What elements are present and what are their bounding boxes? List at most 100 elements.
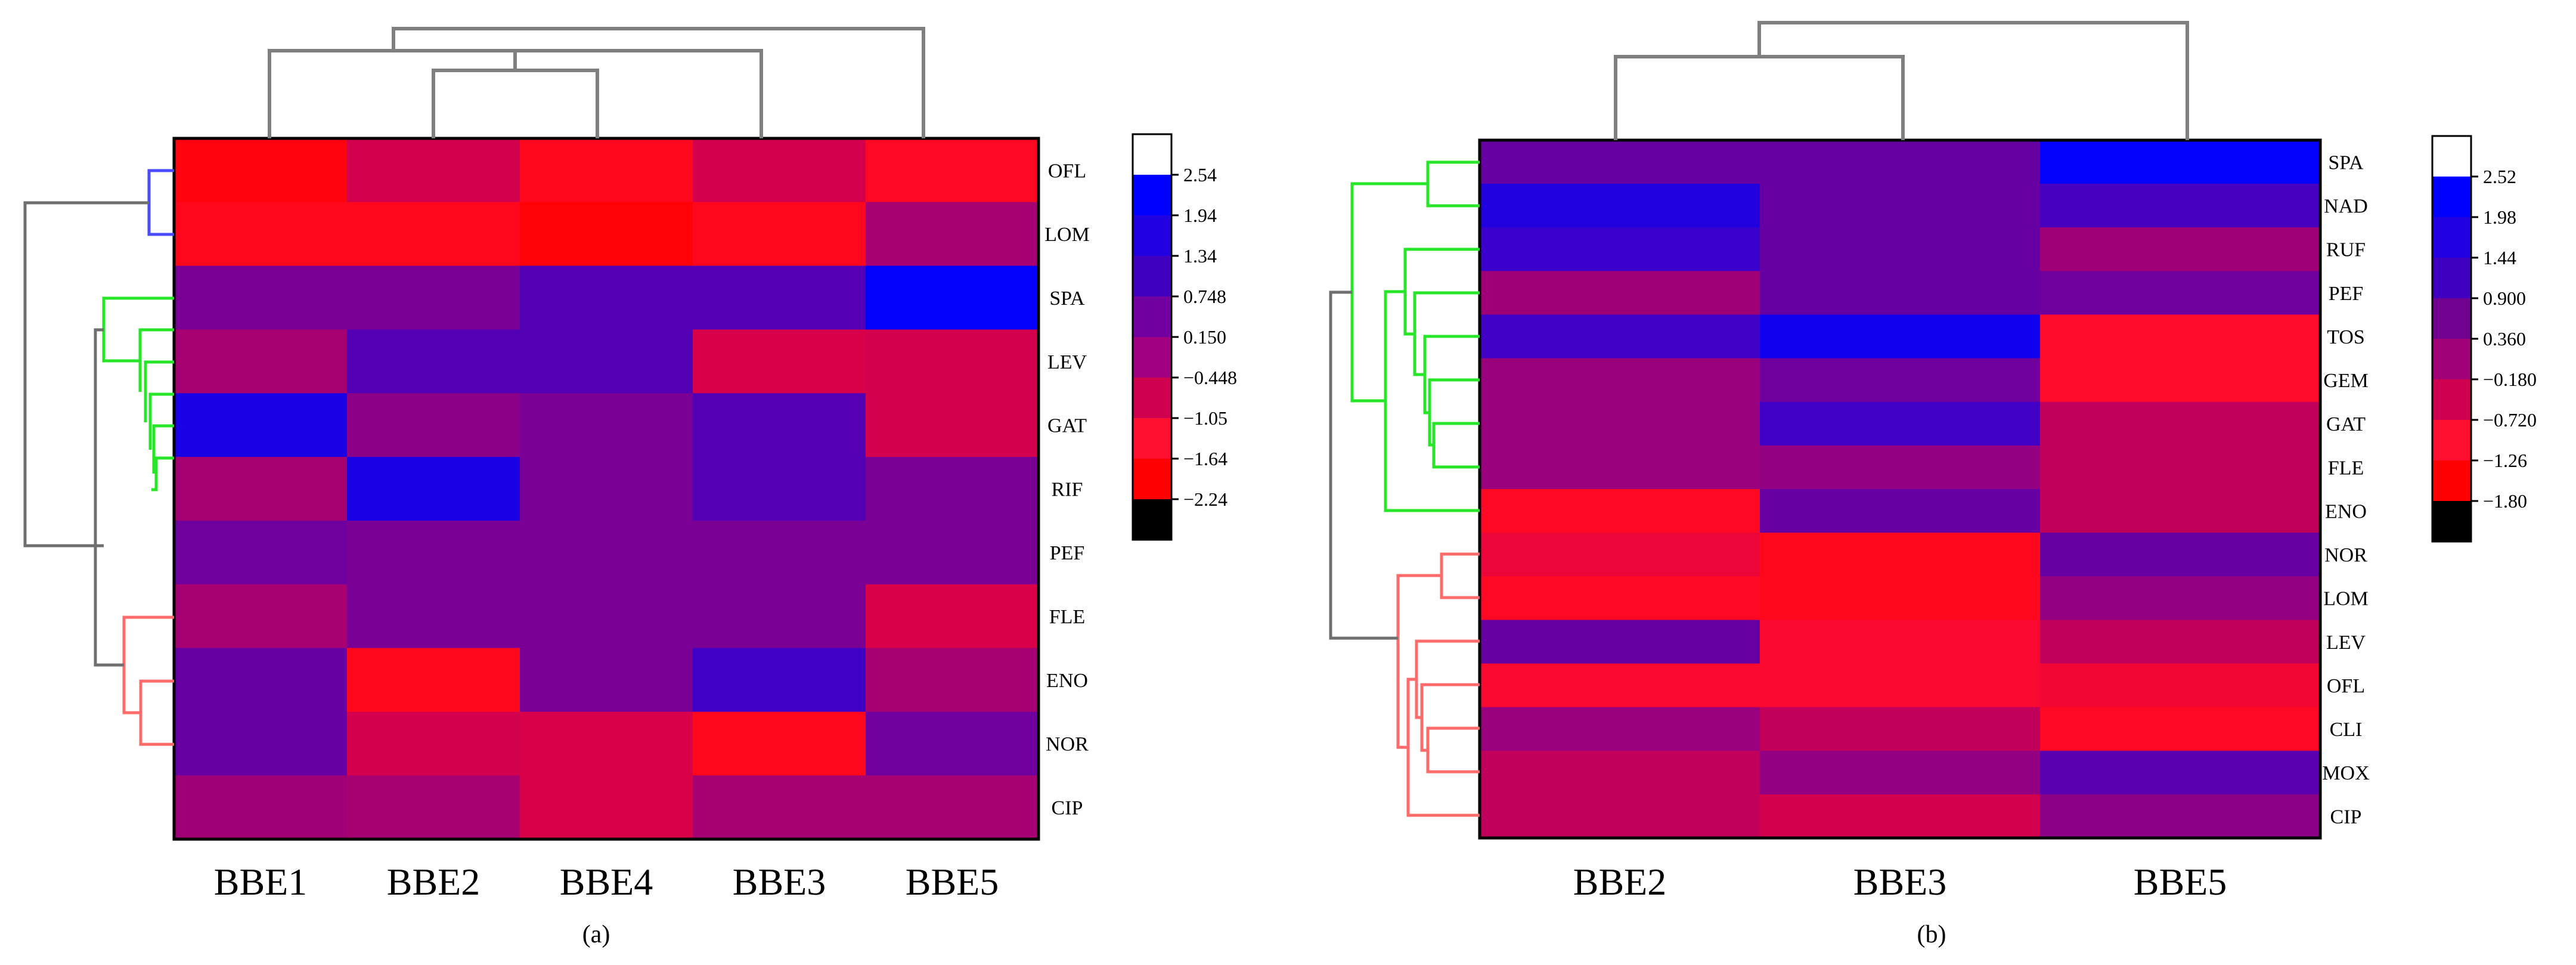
heatmap-b-cell-spa-bbe5	[2040, 140, 2321, 184]
heatmap-a-cell-lom-bbe4	[520, 202, 693, 267]
heatmap-a-cell-ofl-bbe2	[347, 138, 520, 203]
heatmap-a-cell-eno-bbe3	[693, 648, 866, 713]
heatmap-a-frame	[172, 137, 1040, 841]
heatmap-a-cell-lev-bbe2	[347, 329, 520, 394]
heatmap-b-cells	[1480, 140, 2321, 839]
heatmap-b-cell-fle-bbe3	[1760, 445, 2041, 490]
column-label-b-bbe2: BBE2	[1573, 861, 1666, 903]
colorbar-a-tick-label: 0.748	[1183, 286, 1226, 307]
row-label-b-mox: MOX	[2322, 762, 2369, 784]
heatmap-panel-b: SPA NAD RUF PEF TOS GEM GAT FLE ENO NOR LOM LEV OFL C…	[1329, 21, 2537, 948]
heatmap-a-cell-lom-bbe1	[174, 202, 348, 267]
heatmap-b-cell-eno-bbe3	[1760, 489, 2041, 533]
row-label-a-ofl: OFL	[1048, 160, 1086, 182]
heatmap-b-cell-eno-bbe2	[1480, 489, 1760, 533]
heatmap-a-cell-gat-bbe2	[347, 393, 520, 457]
colorbar-a-segment	[1133, 337, 1171, 378]
heatmap-a-cell-cip-bbe1	[174, 775, 348, 840]
colorbar-b-tick-label: −0.180	[2483, 369, 2537, 390]
heatmap-b-cell-mox-bbe5	[2040, 750, 2321, 795]
row-label-a-pef: PEF	[1050, 542, 1085, 564]
heatmap-b-cell-ruf-bbe2	[1480, 227, 1760, 272]
heatmap-a-cell-gat-bbe5	[866, 393, 1039, 457]
colorbar-b-ticks: 2.52 1.98 1.44 0.900 0.360 −0.180 −0.720 −1.26 −…	[2471, 166, 2537, 512]
row-label-a-lom: LOM	[1044, 224, 1090, 246]
heatmap-a-cell-lev-bbe3	[693, 329, 866, 394]
column-dendrogram-a	[268, 27, 925, 138]
heatmap-b-cell-gem-bbe5	[2040, 358, 2321, 403]
column-label-b-bbe5: BBE5	[2134, 861, 2227, 903]
row-label-a-gat: GAT	[1047, 415, 1087, 437]
colorbar-b-segment	[2432, 217, 2471, 258]
heatmap-b-cell-nor-bbe5	[2040, 533, 2321, 577]
heatmap-a-cell-pef-bbe1	[174, 520, 348, 585]
colorbar-b-segment	[2432, 339, 2471, 380]
heatmap-a-cell-rif-bbe3	[693, 457, 866, 521]
heatmap-a-row-labels: OFL LOM SPA LEV GAT RIF PEF FLE ENO NOR CIP	[1044, 160, 1090, 819]
row-label-a-rif: RIF	[1052, 478, 1083, 500]
colorbar-a-tick-label: 2.54	[1183, 164, 1217, 185]
heatmap-b-cell-fle-bbe5	[2040, 445, 2321, 490]
colorbar-a-segment	[1133, 175, 1171, 216]
heatmap-b-cell-gem-bbe2	[1480, 358, 1760, 403]
heatmap-a-cell-spa-bbe2	[347, 265, 520, 330]
colorbar-a-tick-label: 1.34	[1183, 245, 1217, 267]
colorbar-b-segment	[2432, 177, 2471, 218]
heatmap-a-cell-lev-bbe5	[866, 329, 1039, 394]
heatmap-b-cell-ruf-bbe3	[1760, 227, 2041, 272]
heatmap-b-cell-gat-bbe5	[2040, 401, 2321, 446]
heatmap-b-cell-mox-bbe2	[1480, 750, 1760, 795]
heatmap-b-cell-ofl-bbe2	[1480, 663, 1760, 708]
heatmap-a-cell-spa-bbe1	[174, 265, 348, 330]
colorbar-b-tick-label: 2.52	[2483, 166, 2516, 187]
colorbar-a-tick-label: −1.64	[1183, 448, 1227, 469]
heatmap-a-cell-nor-bbe3	[693, 712, 866, 776]
heatmap-a-cell-ofl-bbe1	[174, 138, 348, 203]
heatmap-b-cell-lev-bbe3	[1760, 620, 2041, 664]
row-label-a-cip: CIP	[1052, 797, 1083, 819]
heatmap-a-cell-eno-bbe2	[347, 648, 520, 713]
colorbar-a-tick-label: 0.150	[1183, 326, 1226, 348]
row-label-b-tos: TOS	[2327, 326, 2365, 348]
heatmap-b-cell-ruf-bbe5	[2040, 227, 2321, 272]
heatmap-a-cell-pef-bbe2	[347, 520, 520, 585]
heatmap-a-cell-lom-bbe3	[693, 202, 866, 267]
heatmap-a-cell-fle-bbe2	[347, 584, 520, 649]
colorbar-b-tick-label: −1.80	[2483, 490, 2527, 512]
colorbar-a-tick-label: −1.05	[1183, 407, 1227, 429]
heatmap-b-cell-pef-bbe3	[1760, 271, 2041, 316]
heatmap-b-frame	[1478, 138, 2322, 840]
heatmap-a-cells	[174, 138, 1039, 840]
colorbar-a-segment	[1133, 499, 1171, 540]
colorbar-b-tick-label: 1.98	[2483, 206, 2516, 228]
heatmap-a-cell-pef-bbe3	[693, 520, 866, 585]
colorbar-b-segment	[2432, 298, 2471, 339]
heatmap-b-cell-lev-bbe2	[1480, 620, 1760, 664]
row-label-a-lev: LEV	[1047, 351, 1087, 373]
colorbar-a-segment	[1133, 459, 1171, 500]
colorbar-a-segment	[1133, 418, 1171, 459]
row-label-b-lom: LOM	[2323, 588, 2369, 610]
heatmap-b-cell-gat-bbe2	[1480, 401, 1760, 446]
colorbar-b-segment	[2432, 460, 2471, 502]
colorbar-a-segment	[1133, 378, 1171, 419]
row-label-a-nor: NOR	[1046, 734, 1089, 756]
column-label-a-bbe1: BBE1	[214, 861, 307, 903]
row-label-b-cip: CIP	[2330, 806, 2362, 828]
heatmap-b-cell-cli-bbe3	[1760, 707, 2041, 751]
heatmap-a-cell-rif-bbe2	[347, 457, 520, 521]
heatmap-b-column-labels: BBE2 BBE3 BBE5	[1573, 861, 2227, 903]
heatmap-a-cell-lom-bbe5	[866, 202, 1039, 267]
heatmap-a-cell-fle-bbe4	[520, 584, 693, 649]
heatmap-b-cell-ofl-bbe5	[2040, 663, 2321, 708]
heatmap-a-cell-ofl-bbe3	[693, 138, 866, 203]
heatmap-b-cell-lom-bbe2	[1480, 576, 1760, 621]
colorbar-a-ticks: 2.54 1.94 1.34 0.748 0.150 −0.448 −1.05 −1.64 −2…	[1171, 164, 1237, 510]
heatmap-b-cell-nad-bbe5	[2040, 184, 2321, 228]
heatmap-b-row-labels: SPA NAD RUF PEF TOS GEM GAT FLE ENO NOR LOM LEV OFL C…	[2322, 152, 2369, 828]
heatmap-b-cell-cli-bbe5	[2040, 707, 2321, 751]
colorbar-a	[1133, 134, 1171, 540]
column-label-a-bbe5: BBE5	[906, 861, 999, 903]
colorbar-a-tick-label: 1.94	[1183, 205, 1217, 226]
heatmap-b-cell-spa-bbe3	[1760, 140, 2041, 184]
